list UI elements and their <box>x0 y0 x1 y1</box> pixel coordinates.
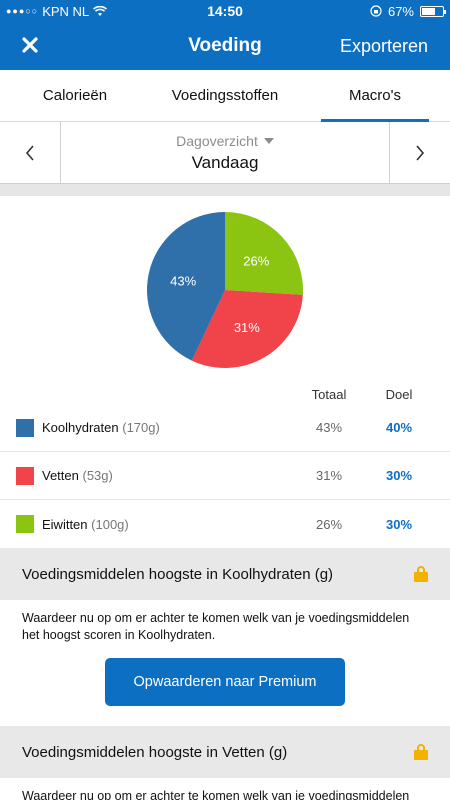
section-header-carbs[interactable]: Voedingsmiddelen hoogste in Koolhydraten… <box>0 548 450 600</box>
macro-total: 26% <box>315 516 343 532</box>
macro-name: Koolhydraten <box>42 420 119 435</box>
carbs-color-swatch <box>16 418 34 437</box>
upgrade-message: Waardeer nu op om er achter te komen wel… <box>22 611 410 642</box>
section-body-fats: Waardeer nu op om er achter te komen wel… <box>0 778 450 800</box>
tab-bar: Calorieën Voedingsstoffen Macro's <box>0 70 450 122</box>
macro-amount: (100g) <box>91 516 129 532</box>
section-header-fats[interactable]: Voedingsmiddelen hoogste in Vetten (g) <box>0 726 450 778</box>
tab-nutrients[interactable]: Voedingsstoffen <box>171 87 279 104</box>
macro-table: Koolhydraten (170g) 43% 40% Vetten (53g)… <box>0 404 450 548</box>
macro-name: Eiwitten <box>42 516 88 532</box>
protein-color-swatch <box>16 515 34 533</box>
macro-pie-chart: 26% 31% 43% <box>0 196 450 384</box>
chevron-right-icon <box>416 144 425 161</box>
date-navigator: Dagoverzicht Vandaag <box>0 122 450 184</box>
caret-down-icon <box>263 137 274 144</box>
date-selector[interactable]: Dagoverzicht Vandaag <box>61 122 389 183</box>
section-title: Voedingsmiddelen hoogste in Koolhydraten… <box>22 565 334 583</box>
divider <box>0 184 450 196</box>
previous-day-button[interactable] <box>0 122 61 183</box>
pie-slice-eiwitten <box>225 212 303 295</box>
macro-total: 31% <box>315 468 343 483</box>
macro-amount: (53g) <box>82 468 113 483</box>
lock-icon <box>414 744 428 760</box>
pie-chart-svg: 26% 31% 43% <box>146 212 303 368</box>
close-icon[interactable] <box>22 33 52 59</box>
signal-strength-icon: ●●●○○ <box>6 6 39 16</box>
macro-goal[interactable]: 30% <box>385 468 413 483</box>
view-mode-label: Dagoverzicht <box>176 132 258 149</box>
rotation-lock-icon <box>370 5 382 17</box>
pie-slice-koolhydraten <box>146 212 225 361</box>
macro-row-fats: Vetten (53g) 31% 30% <box>0 452 450 500</box>
macro-amount: (170g) <box>122 420 160 435</box>
macro-total: 43% <box>315 420 343 435</box>
macro-goal[interactable]: 30% <box>385 516 413 532</box>
pie-label-vetten: 31% <box>234 320 260 335</box>
total-column-header: Totaal <box>311 386 347 402</box>
upgrade-premium-button[interactable]: Opwaarderen naar Premium <box>105 658 345 706</box>
wifi-icon <box>93 5 108 16</box>
fats-color-swatch <box>16 466 34 485</box>
status-bar: ●●●○○ KPN NL 14:50 67% <box>0 0 450 22</box>
section-title: Voedingsmiddelen hoogste in Vetten (g) <box>22 743 288 761</box>
pie-label-eiwitten: 26% <box>243 254 269 269</box>
macro-name: Vetten <box>42 468 79 483</box>
goal-column-header: Doel <box>385 386 413 402</box>
carrier-name: KPN NL <box>42 3 90 19</box>
battery-icon <box>420 5 446 17</box>
macro-row-carbs: Koolhydraten (170g) 43% 40% <box>0 404 450 452</box>
macro-row-protein: Eiwitten (100g) 26% 30% <box>0 500 450 548</box>
macro-table-header: Totaal Doel <box>0 384 450 404</box>
export-button[interactable]: Exporteren <box>339 35 428 56</box>
pie-slice-vetten <box>191 290 303 368</box>
tab-macros[interactable]: Macro's <box>300 70 450 122</box>
upgrade-message: Waardeer nu op om er achter te komen wel… <box>22 789 410 800</box>
tab-calories[interactable]: Calorieën <box>42 87 108 104</box>
section-body-carbs: Waardeer nu op om er achter te komen wel… <box>0 600 450 726</box>
nav-bar: Voeding Exporteren <box>0 22 450 70</box>
next-day-button[interactable] <box>389 122 450 183</box>
macro-goal[interactable]: 40% <box>385 420 413 435</box>
chevron-left-icon <box>25 144 34 161</box>
current-date: Vandaag <box>191 152 259 172</box>
lock-icon <box>414 566 428 582</box>
pie-label-koolhydraten: 43% <box>170 274 196 289</box>
battery-percent: 67% <box>387 3 414 19</box>
